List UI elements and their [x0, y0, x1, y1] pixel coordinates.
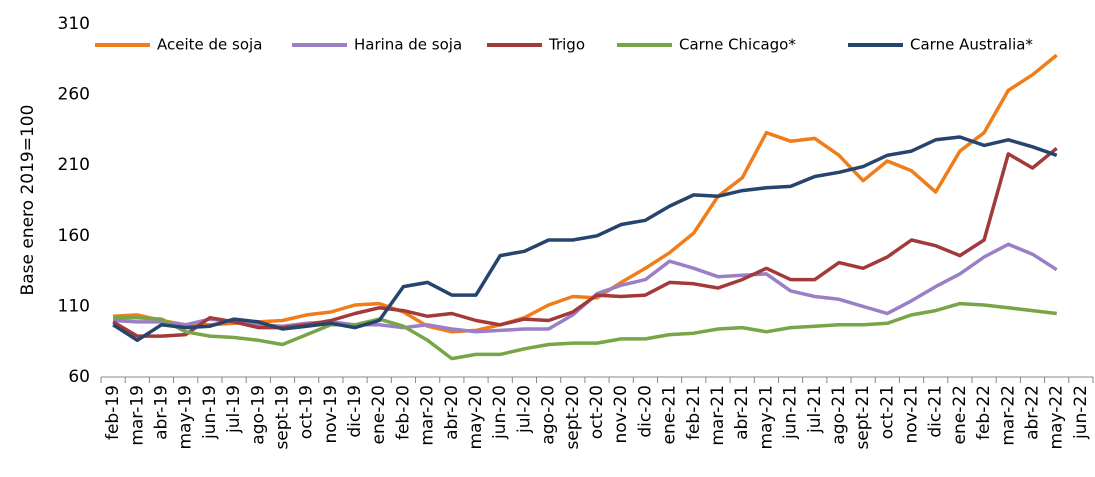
x-tick-label: jun-21	[781, 385, 801, 440]
series-line	[112, 146, 1058, 338]
y-tick-label: 260	[58, 85, 90, 105]
x-tick-label: sept-21	[853, 385, 873, 450]
x-tick-label: ago-21	[829, 385, 849, 445]
y-tick-label: 60	[68, 367, 90, 387]
y-tick-label: 160	[58, 226, 90, 246]
x-tick-label: feb-22	[974, 385, 994, 440]
x-tick-label: jul-21	[805, 385, 825, 434]
x-tick-label: ago-19	[248, 385, 268, 445]
x-tick-label: dic-20	[635, 385, 655, 438]
y-tick-label: 310	[58, 14, 90, 34]
x-tick-label: jun-20	[490, 385, 510, 440]
x-tick-label: oct-21	[877, 385, 897, 439]
x-tick-label: abr-22	[1023, 385, 1043, 440]
x-tick-label: nov-19	[321, 385, 341, 444]
y-tick-label: 210	[58, 155, 90, 175]
x-tick-label: mar-21	[708, 385, 728, 446]
x-tick-label: abr-21	[732, 385, 752, 440]
legend-label: Carne Australia*	[910, 36, 1033, 54]
x-tick-label: mar-22	[998, 385, 1018, 446]
y-tick-label: 110	[58, 296, 90, 316]
x-tick-label: sept-19	[272, 385, 292, 450]
x-tick-label: dic-19	[345, 385, 365, 438]
x-tick-label: may-20	[466, 385, 486, 450]
x-tick-label: jun-19	[200, 385, 220, 440]
legend-label: Aceite de soja	[157, 36, 262, 54]
series-line	[112, 135, 1058, 343]
x-tick-label: feb-19	[103, 385, 123, 440]
x-tick-label: abr-20	[442, 385, 462, 440]
x-tick-label: ene-21	[660, 385, 680, 444]
x-tick-label: sept-20	[563, 385, 583, 450]
x-tick-label: ago-20	[539, 385, 559, 445]
x-tick-label: jul-19	[224, 385, 244, 434]
x-tick-label: ene-22	[950, 385, 970, 444]
x-tick-label: jun-22	[1071, 385, 1091, 440]
legend-label: Carne Chicago*	[679, 36, 796, 54]
legend-label: Harina de soja	[354, 36, 462, 54]
x-tick-label: mar-20	[418, 385, 438, 446]
x-tick-label: ene-20	[369, 385, 389, 444]
series-line	[113, 301, 1057, 361]
x-tick-label: dic-21	[926, 385, 946, 438]
x-tick-label: oct-20	[587, 385, 607, 439]
x-tick-label: jul-20	[514, 385, 534, 434]
x-tick-label: may-21	[756, 385, 776, 450]
x-tick-label: may-19	[176, 385, 196, 450]
legend-label: Trigo	[548, 36, 585, 54]
x-tick-label: oct-19	[297, 385, 317, 439]
x-tick-label: abr-19	[151, 385, 171, 440]
x-tick-label: feb-20	[393, 385, 413, 440]
x-tick-label: mar-19	[127, 385, 147, 446]
series-line	[112, 53, 1058, 334]
x-tick-label: may-22	[1047, 385, 1067, 450]
x-tick-label: nov-21	[902, 385, 922, 444]
x-tick-label: nov-20	[611, 385, 631, 444]
x-tick-label: feb-21	[684, 385, 704, 440]
series-line	[112, 242, 1058, 334]
y-axis-label: Base enero 2019=100	[18, 105, 38, 296]
